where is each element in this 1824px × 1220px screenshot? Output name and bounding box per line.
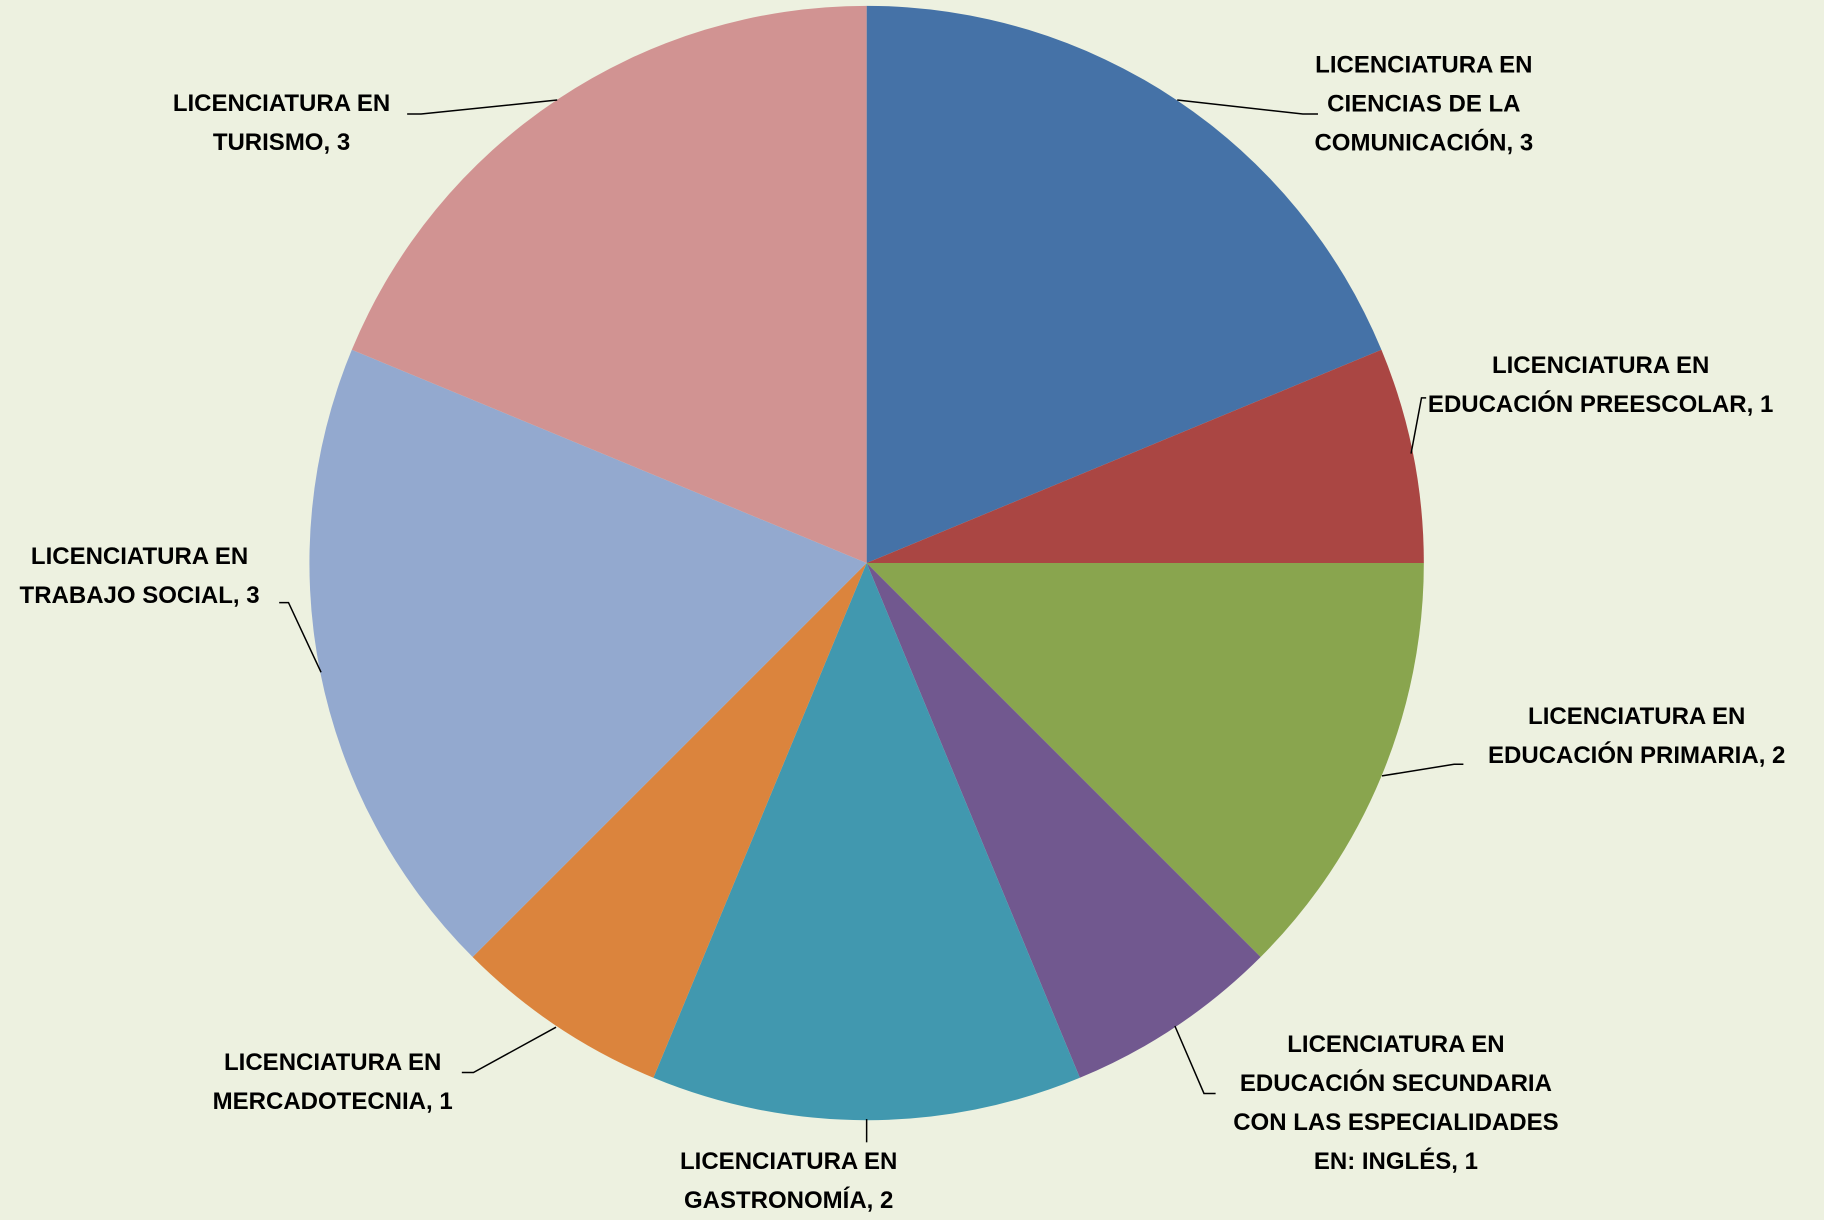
leader-line bbox=[461, 1026, 557, 1074]
category-label: LICENCIATURA EN CIENCIAS DE LA COMUNICAC… bbox=[1314, 51, 1533, 157]
data-label: LICENCIATURA EN CIENCIAS DE LA COMUNICAC… bbox=[1314, 51, 1534, 157]
value-label: 1 bbox=[1464, 1147, 1478, 1175]
data-label: LICENCIATURA EN TURISMO, 3 bbox=[172, 90, 391, 157]
pie-slice bbox=[309, 349, 867, 958]
pie-slice bbox=[866, 563, 1261, 1078]
value-label: 3 bbox=[246, 581, 260, 609]
data-label: LICENCIATURA EN GASTRONOMÍA, 2 bbox=[680, 1147, 898, 1214]
pie-slice bbox=[653, 563, 1080, 1121]
category-label: LICENCIATURA EN EDUCACIÓN PRIMARIA bbox=[1488, 703, 1759, 770]
data-label: LICENCIATURA EN TRABAJO SOCIAL, 3 bbox=[19, 542, 260, 609]
category-label: LICENCIATURA EN TRABAJO SOCIAL bbox=[19, 542, 249, 609]
category-label: LICENCIATURA EN MERCADOTECNIA bbox=[212, 1048, 442, 1115]
leader-line bbox=[1177, 99, 1318, 115]
data-label: LICENCIATURA EN EDUCACIÓN PREESCOLAR, 1 bbox=[1427, 352, 1774, 419]
leader-line bbox=[1381, 763, 1464, 777]
value-label: 2 bbox=[880, 1186, 894, 1214]
pie-slice bbox=[866, 563, 1424, 958]
category-label: LICENCIATURA EN EDUCACIÓN SECUNDARIA CON… bbox=[1233, 1030, 1559, 1175]
value-label: 3 bbox=[336, 129, 351, 157]
category-label: LICENCIATURA EN TURISMO bbox=[172, 90, 391, 157]
leader-line bbox=[1410, 397, 1427, 454]
value-label: 1 bbox=[1759, 391, 1774, 419]
data-label: LICENCIATURA EN EDUCACIÓN PRIMARIA, 2 bbox=[1488, 703, 1786, 770]
data-label: LICENCIATURA EN MERCADOTECNIA, 1 bbox=[212, 1048, 453, 1115]
leader-line bbox=[279, 601, 322, 673]
pie-slice bbox=[472, 563, 867, 1078]
pie-slice bbox=[351, 5, 867, 564]
pie-slice bbox=[866, 349, 1424, 564]
value-label: 2 bbox=[1772, 742, 1786, 770]
pie-slice bbox=[866, 5, 1382, 564]
value-label: 3 bbox=[1519, 129, 1534, 157]
leader-line bbox=[1174, 1025, 1216, 1095]
category-label: LICENCIATURA EN GASTRONOMÍA bbox=[680, 1147, 898, 1214]
value-label: 1 bbox=[439, 1087, 453, 1115]
leader-line bbox=[407, 99, 558, 115]
category-label: LICENCIATURA EN EDUCACIÓN PREESCOLAR bbox=[1427, 352, 1747, 419]
data-label: LICENCIATURA EN EDUCACIÓN SECUNDARIA CON… bbox=[1233, 1030, 1559, 1175]
